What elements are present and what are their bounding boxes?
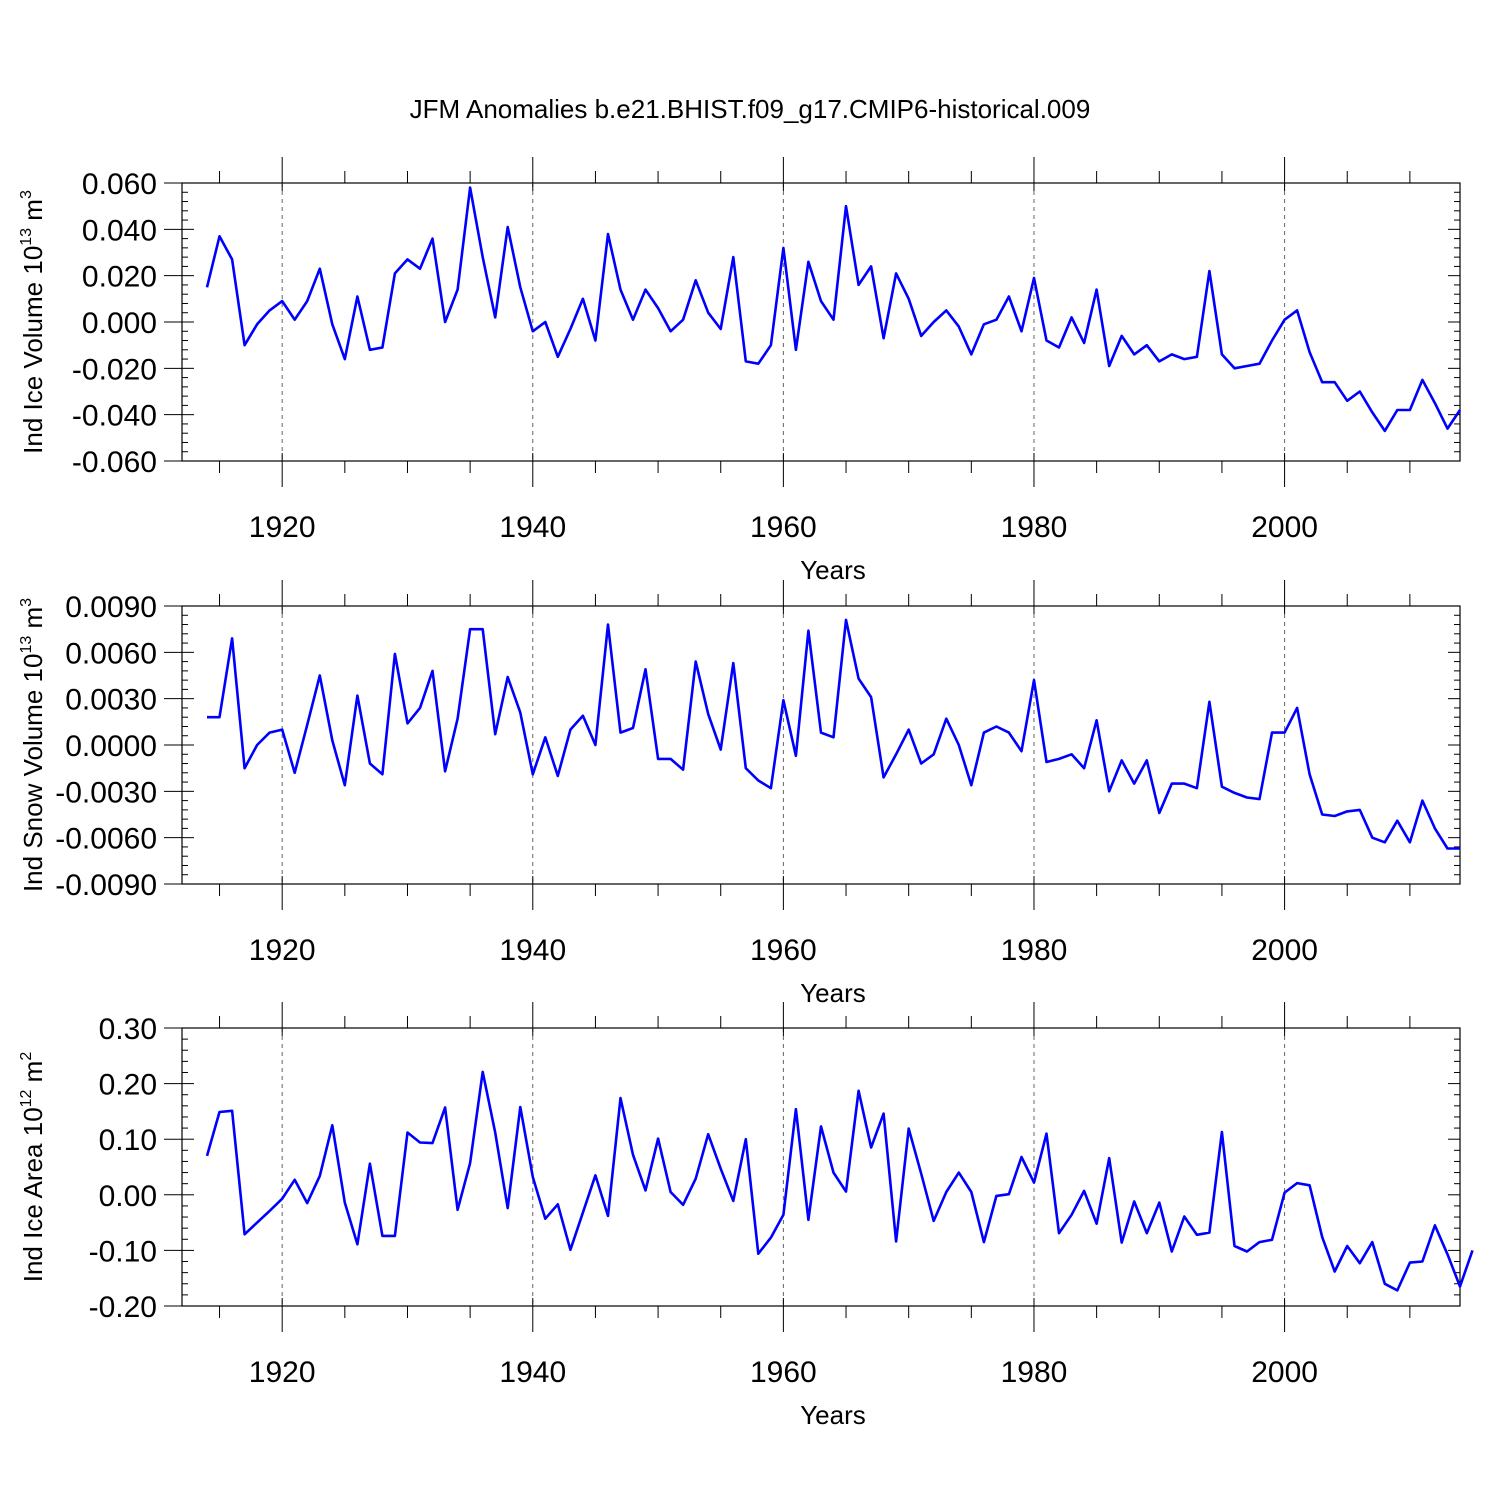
x-tick-label: 1980: [1001, 1356, 1068, 1389]
series-line-snow-volume: [207, 618, 1460, 850]
x-tick-label: 1920: [249, 511, 316, 544]
x-tick-label: 1960: [750, 934, 817, 967]
panels: -0.060 -0.040 -0.020 0.000 0.020 0.040 0.060 19…: [18, 157, 1474, 1430]
y-axis-title-unit-exponent: 3: [18, 598, 35, 607]
x-tick-label: 1940: [499, 1356, 566, 1389]
y-tick-label: -0.20: [89, 1291, 157, 1324]
y-axis-title-unit-exponent: 2: [18, 1052, 35, 1061]
y-tick-label: -0.020: [72, 353, 157, 386]
y-axis-title: Ind Ice Area 1012 m2: [18, 1052, 48, 1283]
y-tick-label: -0.0030: [55, 776, 157, 809]
y-axis-title-unit: m: [18, 607, 48, 636]
x-tick-label: 1960: [750, 511, 817, 544]
x-tick-label: 2000: [1251, 934, 1318, 967]
x-tick-label: 1980: [1001, 511, 1068, 544]
y-axis-title: Ind Snow Volume 1013 m3: [18, 598, 48, 892]
x-tick-label: 2000: [1251, 511, 1318, 544]
y-tick-label: 0.30: [99, 1013, 157, 1046]
y-tick-label: 0.060: [82, 168, 157, 201]
panel-ice-area: -0.20 -0.10 0.00 0.10 0.20 0.30 1920 1940 1960 19…: [18, 1002, 1474, 1430]
series-line-ice-volume: [205, 186, 1462, 433]
y-axis-title-base: Ind Ice Volume 10: [18, 246, 48, 454]
y-axis-title-unit: m: [18, 1061, 48, 1090]
y-tick-label: 0.0090: [65, 591, 157, 624]
y-tick-label: -0.060: [72, 446, 157, 479]
y-tick-label: 0.0000: [65, 730, 157, 763]
x-tick-label: 1920: [249, 1356, 316, 1389]
y-tick-label: 0.10: [99, 1124, 157, 1157]
y-axis-title-base: Ind Snow Volume 10: [18, 654, 48, 893]
x-tick-label: 2000: [1251, 1356, 1318, 1389]
y-tick-label: 0.20: [99, 1069, 157, 1102]
y-tick-label: 0.00: [99, 1180, 157, 1213]
x-tick-label: 1920: [249, 934, 316, 967]
plot-frame: [181, 182, 1461, 462]
y-axis-title-unit: m: [18, 199, 48, 228]
y-tick-label: 0.000: [82, 307, 157, 340]
y-axis-title-base: Ind Ice Area 10: [18, 1107, 48, 1282]
y-axis-title: Ind Ice Volume 1013 m3: [18, 190, 48, 454]
x-tick-label: 1980: [1001, 934, 1068, 967]
figure-title: JFM Anomalies b.e21.BHIST.f09_g17.CMIP6-…: [410, 94, 1091, 124]
y-tick-label: 0.0060: [65, 637, 157, 670]
x-axis-title: Years: [800, 555, 866, 585]
y-axis-title-unit-exponent: 3: [18, 190, 35, 199]
plot-frame: [181, 605, 1461, 885]
y-tick-label: 0.0030: [65, 684, 157, 717]
x-axis-title: Years: [800, 978, 866, 1008]
series-line-ice-area: [205, 1070, 1474, 1292]
y-tick-label: -0.10: [89, 1235, 157, 1268]
y-tick-label: -0.0060: [55, 823, 157, 856]
y-axis-title-exponent: 13: [18, 636, 35, 654]
y-tick-label: -0.0090: [55, 869, 157, 902]
panel-ice-volume: -0.060 -0.040 -0.020 0.000 0.020 0.040 0.060 19…: [18, 157, 1462, 585]
y-axis-title-exponent: 12: [18, 1089, 35, 1107]
x-tick-label: 1960: [750, 1356, 817, 1389]
y-tick-label: -0.040: [72, 400, 157, 433]
x-tick-label: 1940: [499, 511, 566, 544]
y-tick-label: 0.020: [82, 261, 157, 294]
y-axis-title-exponent: 13: [18, 228, 35, 246]
plot-frame: [181, 1027, 1461, 1307]
panel-snow-volume: -0.0090 -0.0060 -0.0030 0.0000 0.0030 0.0060 0…: [18, 580, 1461, 1008]
x-axis-title: Years: [800, 1400, 866, 1430]
x-tick-label: 1940: [499, 934, 566, 967]
y-tick-label: 0.040: [82, 214, 157, 247]
